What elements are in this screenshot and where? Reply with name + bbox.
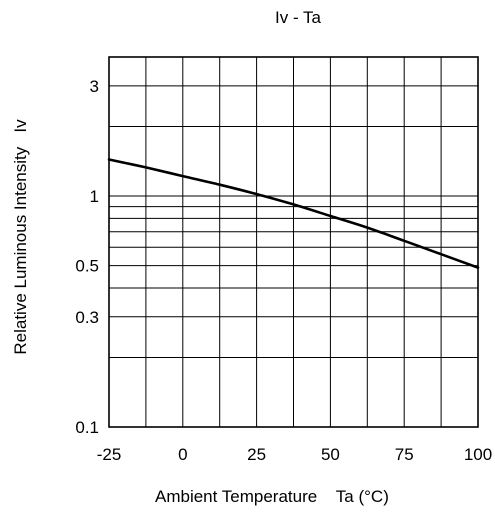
tick-labels: -25 0 25 50 75 100 0.1 0.3 0.5 1 3 bbox=[75, 77, 492, 464]
x-tick-label: 50 bbox=[321, 445, 340, 464]
x-tick-label: -25 bbox=[97, 445, 122, 464]
y-tick-label: 0.3 bbox=[75, 308, 99, 327]
y-tick-label: 1 bbox=[90, 187, 99, 206]
series-layer bbox=[107, 158, 480, 269]
x-tick-label: 0 bbox=[178, 445, 187, 464]
x-tick-label: 25 bbox=[247, 445, 266, 464]
chart-title: Iv - Ta bbox=[275, 8, 322, 27]
x-tick-label: 75 bbox=[395, 445, 414, 464]
x-axis-label: Ambient Temperature Ta (°C) bbox=[155, 487, 389, 506]
plot-frame bbox=[108, 56, 479, 428]
grid-lines bbox=[109, 57, 478, 427]
y-axis-label: Relative Luminous Intensity Iv bbox=[11, 119, 30, 355]
y-tick-label: 3 bbox=[90, 77, 99, 96]
y-tick-label: 0.5 bbox=[75, 257, 99, 276]
series-line bbox=[107, 158, 480, 269]
y-tick-label: 0.1 bbox=[75, 418, 99, 437]
x-tick-label: 100 bbox=[464, 445, 492, 464]
